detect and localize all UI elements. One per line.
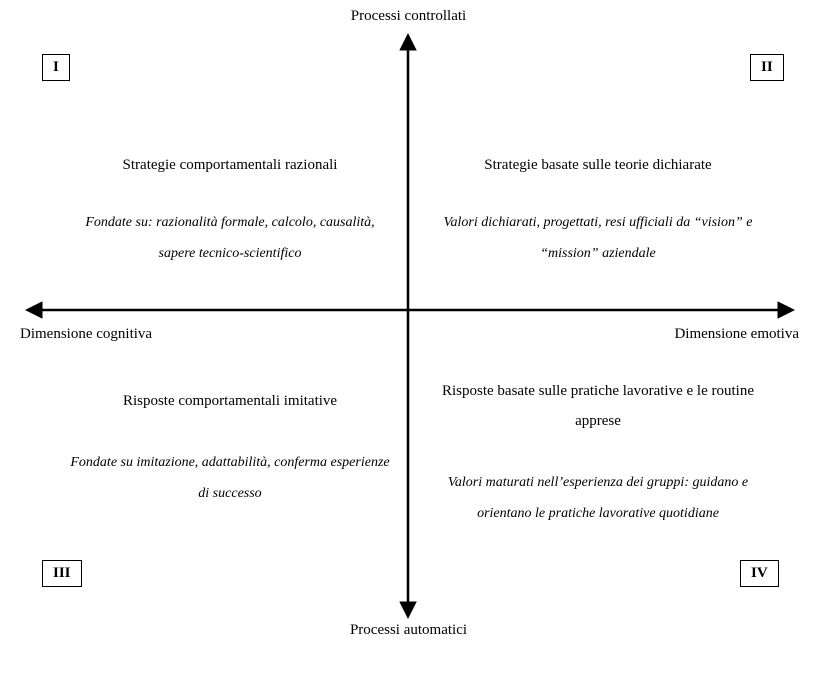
corner-box-i: I [42, 54, 70, 81]
quadrant-iii-title: Risposte comportamentali imitative [70, 386, 390, 416]
quadrant-iii-desc: Fondate su imitazione, adattabilità, con… [70, 448, 390, 510]
quadrant-i-title: Strategie comportamentali razionali [70, 150, 390, 180]
quadrant-ii-title: Strategie basate sulle teorie dichiarate [438, 150, 758, 180]
quadrant-ii-desc: Valori dichiarati, progettati, resi uffi… [438, 208, 758, 270]
corner-box-iii: III [42, 560, 82, 587]
corner-box-ii: II [750, 54, 784, 81]
quadrant-diagram: Processi controllati Processi automatici… [0, 0, 817, 675]
quadrant-iv-desc: Valori maturati nell’esperienza dei grup… [438, 468, 758, 530]
axis-label-left: Dimensione cognitiva [20, 326, 152, 343]
corner-box-iv: IV [740, 560, 779, 587]
quadrant-iv-title: Risposte basate sulle pratiche lavorativ… [438, 376, 758, 436]
axis-label-top: Processi controllati [0, 8, 817, 25]
quadrant-i-desc: Fondate su: razionalità formale, calcolo… [70, 208, 390, 270]
axis-label-right: Dimensione emotiva [674, 326, 799, 343]
axis-label-bottom: Processi automatici [0, 622, 817, 639]
